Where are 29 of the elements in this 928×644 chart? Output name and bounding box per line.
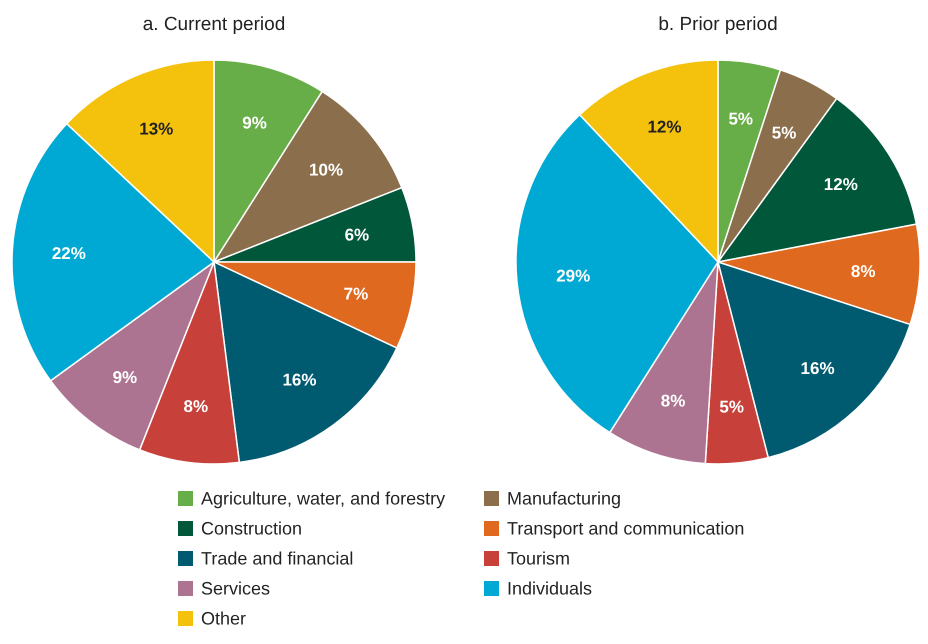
data-label: 8%: [660, 391, 686, 410]
data-label: 9%: [242, 113, 267, 132]
data-label: 10%: [309, 160, 344, 180]
data-label: 7%: [344, 284, 368, 304]
legend-label: Transport and communication: [507, 518, 744, 538]
chart-title: b. Prior period: [658, 14, 778, 35]
data-label: 6%: [344, 226, 370, 245]
data-label: 22%: [52, 244, 86, 263]
data-label: 12%: [647, 118, 682, 137]
legend-label: Other: [201, 608, 246, 628]
chart-title: a. Current period: [142, 14, 286, 35]
legend-label: Manufacturing: [507, 488, 622, 508]
legend-label: Services: [201, 578, 270, 598]
data-label: 8%: [183, 397, 208, 416]
data-label: 16%: [800, 358, 835, 378]
data-label: 5%: [728, 109, 754, 128]
data-label: 9%: [112, 368, 138, 387]
legend-label: Individuals: [507, 578, 592, 598]
data-label: 13%: [139, 119, 174, 138]
data-label: 5%: [772, 123, 796, 142]
legend-label: Trade and financial: [201, 548, 354, 568]
legend-label: Tourism: [507, 548, 570, 568]
legend-label: Agriculture, water, and forestry: [201, 488, 446, 508]
data-label: 16%: [282, 370, 317, 390]
data-label: 8%: [850, 262, 876, 282]
data-label: 12%: [824, 175, 858, 194]
data-label: 29%: [556, 266, 590, 286]
legend-label: Construction: [201, 518, 302, 538]
data-label: 5%: [719, 398, 744, 417]
